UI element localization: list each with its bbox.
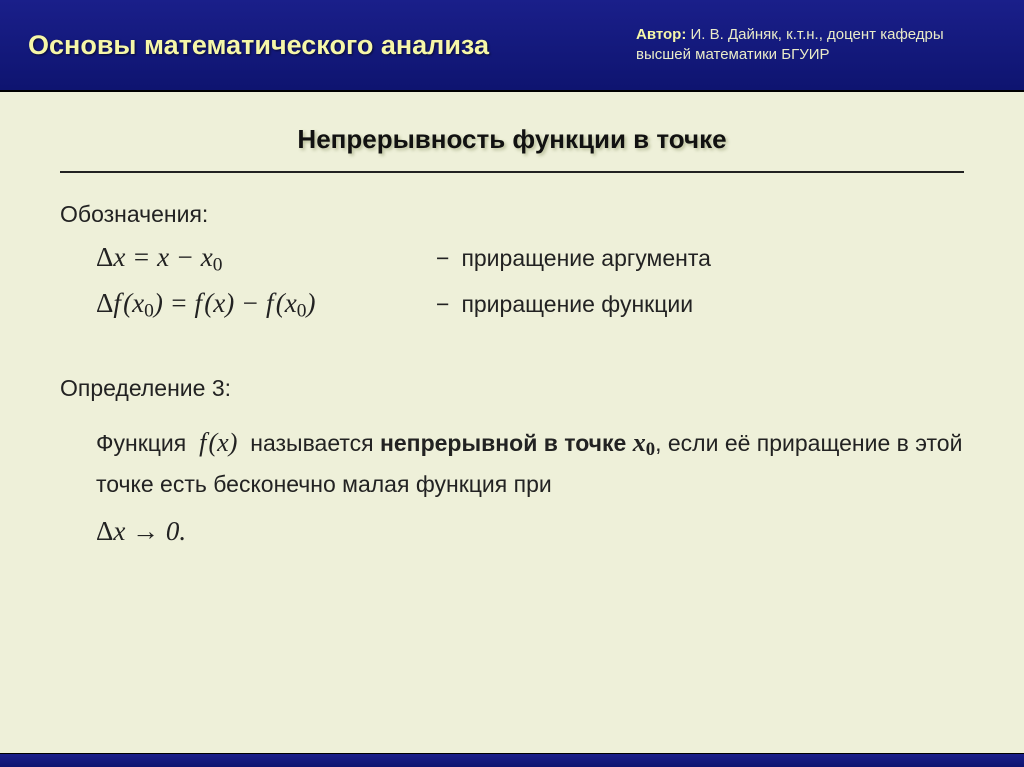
header-bar: Основы математического анализа Автор: И.… [0, 0, 1024, 92]
content-area: Обозначения: Δx = x − x0 − приращение ар… [0, 173, 1024, 554]
formula-row-dx: Δx = x − x0 − приращение аргумента [96, 242, 964, 276]
author-label: Автор: [636, 26, 686, 43]
subtitle-wrap: Непрерывность функции в точке [0, 92, 1024, 165]
formula-df: Δf (x0) = f (x) − f (x0) [96, 288, 436, 322]
formula-row-df: Δf (x0) = f (x) − f (x0) − приращение фу… [96, 288, 964, 322]
dash: − [436, 245, 449, 272]
math-fx: f (x) [193, 428, 244, 457]
math-x0: x0 [633, 428, 655, 457]
slide-subtitle: Непрерывность функции в точке [297, 124, 726, 155]
definition-label: Определение 3: [60, 375, 964, 402]
def-part1: Функция [96, 430, 193, 456]
def-part2: называется [250, 430, 380, 456]
def-bold: непрерывной в точке [380, 430, 633, 456]
formula-df-desc: приращение функции [461, 291, 693, 318]
footer-bar [0, 753, 1024, 767]
limit-expression: Δx → 0. [96, 509, 964, 554]
formula-dx: Δx = x − x0 [96, 242, 436, 276]
definition-body: Функция f (x) называется непрерывной в т… [96, 422, 964, 554]
formula-dx-desc: приращение аргумента [461, 245, 710, 272]
course-title: Основы математического анализа [28, 30, 636, 61]
dash: − [436, 291, 449, 318]
notation-label: Обозначения: [60, 201, 964, 228]
author-block: Автор: И. В. Дайняк, к.т.н., доцент кафе… [636, 25, 996, 66]
